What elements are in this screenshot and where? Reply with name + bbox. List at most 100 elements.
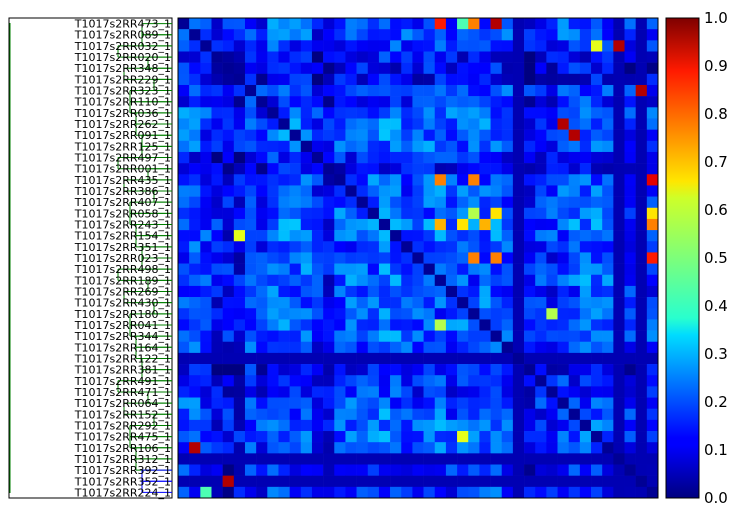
heatmap-cell xyxy=(501,475,514,488)
heatmap-cell xyxy=(535,185,547,197)
heatmap-cell xyxy=(591,241,603,253)
heatmap-cell xyxy=(334,308,346,320)
heatmap-cell xyxy=(602,107,614,119)
heatmap-cell xyxy=(289,408,302,421)
heatmap-cell xyxy=(434,352,447,365)
heatmap-cell xyxy=(624,486,636,499)
heatmap-cell xyxy=(445,375,458,387)
heatmap-cell xyxy=(300,419,313,432)
heatmap-cell xyxy=(267,486,279,499)
heatmap-cell xyxy=(557,419,569,432)
heatmap-cell xyxy=(211,453,223,465)
heatmap-cell xyxy=(278,96,290,108)
heatmap-cell xyxy=(311,486,324,499)
heatmap-cell xyxy=(311,207,324,220)
heatmap-cell xyxy=(524,96,536,108)
heatmap-cell xyxy=(512,107,525,119)
heatmap-cell xyxy=(289,252,302,264)
heatmap-cell xyxy=(211,140,223,153)
heatmap-cell xyxy=(445,364,458,376)
heatmap-cell xyxy=(568,263,581,276)
heatmap-cell xyxy=(189,174,201,186)
heatmap-cell xyxy=(479,386,491,398)
heatmap-cell xyxy=(345,397,357,409)
heatmap-cell xyxy=(557,218,569,231)
heatmap-cell xyxy=(646,51,659,63)
heatmap-cell xyxy=(334,341,346,354)
heatmap-cell xyxy=(445,84,458,97)
heatmap-cell xyxy=(501,140,514,153)
heatmap-cell xyxy=(401,51,413,63)
heatmap-cell xyxy=(468,408,480,421)
heatmap-cell xyxy=(501,419,514,432)
heatmap-cell xyxy=(345,341,357,354)
heatmap-cell xyxy=(479,252,491,264)
heatmap-cell xyxy=(323,297,335,309)
heatmap-cell xyxy=(311,252,324,264)
heatmap-cell xyxy=(501,73,514,86)
heatmap-cell xyxy=(535,241,547,253)
heatmap-cell xyxy=(233,207,246,220)
heatmap-cell xyxy=(367,375,380,387)
heatmap-cell xyxy=(356,51,369,63)
heatmap-cell xyxy=(468,319,480,331)
heatmap-cell xyxy=(546,297,558,309)
heatmap-cell xyxy=(334,18,346,30)
heatmap-cell xyxy=(468,285,480,298)
heatmap-cell xyxy=(345,230,357,242)
heatmap-cell xyxy=(267,475,279,488)
heatmap-cell xyxy=(323,84,335,97)
heatmap-cell xyxy=(334,51,346,63)
heatmap-cell xyxy=(646,285,659,298)
heatmap-cell xyxy=(591,319,603,331)
heatmap-cell xyxy=(256,185,268,197)
heatmap-cell xyxy=(311,84,324,97)
heatmap-cell xyxy=(602,40,614,52)
heatmap-cell xyxy=(378,140,391,153)
heatmap-cell xyxy=(256,62,268,75)
heatmap-cell xyxy=(635,185,648,197)
heatmap-cell xyxy=(457,274,469,287)
heatmap-cell xyxy=(535,73,547,86)
heatmap-cell xyxy=(512,40,525,52)
heatmap-cell xyxy=(412,185,424,197)
heatmap-cell xyxy=(334,218,346,231)
heatmap-cell xyxy=(356,207,369,220)
heatmap-cell xyxy=(390,40,402,52)
heatmap-cell xyxy=(479,308,491,320)
heatmap-cell xyxy=(646,62,659,75)
heatmap-cell xyxy=(457,308,469,320)
heatmap-cell xyxy=(524,118,536,130)
heatmap-cell xyxy=(256,486,268,499)
heatmap-cell xyxy=(233,341,246,354)
heatmap-cell xyxy=(568,364,581,376)
heatmap-cell xyxy=(501,118,514,130)
heatmap-cell xyxy=(311,118,324,130)
heatmap-cell xyxy=(311,375,324,387)
heatmap-cell xyxy=(479,375,491,387)
heatmap-cell xyxy=(479,40,491,52)
heatmap-cell xyxy=(278,107,290,119)
heatmap-cell xyxy=(490,352,503,365)
heatmap-cell xyxy=(535,352,547,365)
heatmap-cell xyxy=(579,196,592,209)
heatmap-cell xyxy=(423,40,436,52)
heatmap-cell xyxy=(524,185,536,197)
heatmap-cell xyxy=(178,297,190,309)
heatmap-cell xyxy=(367,62,380,75)
heatmap-cell xyxy=(524,308,536,320)
heatmap-cell xyxy=(635,285,648,298)
heatmap-cell xyxy=(390,196,402,209)
heatmap-cell xyxy=(568,453,581,465)
heatmap-cell xyxy=(501,386,514,398)
heatmap-cell xyxy=(512,486,525,499)
heatmap-cell xyxy=(401,464,413,476)
heatmap-cell xyxy=(546,18,558,30)
heatmap-cell xyxy=(591,364,603,376)
heatmap-cell xyxy=(378,18,391,30)
heatmap-cell xyxy=(579,341,592,354)
heatmap-cell xyxy=(434,185,447,197)
heatmap-cell xyxy=(233,364,246,376)
heatmap-cell xyxy=(244,442,257,454)
heatmap-cell xyxy=(222,274,235,287)
